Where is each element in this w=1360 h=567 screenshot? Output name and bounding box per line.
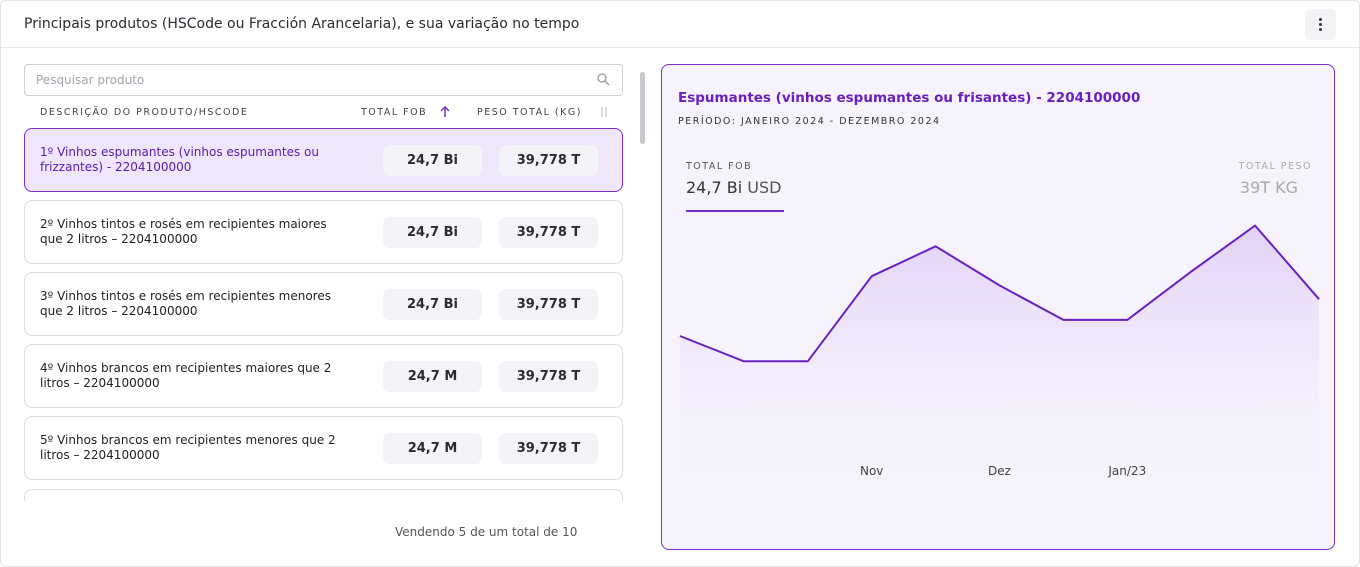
- weight-pill: 39,778 T: [499, 217, 598, 248]
- x-tick-label: Nov: [860, 464, 883, 478]
- line-chart: Nov Dez Jan/23: [679, 224, 1320, 495]
- menu-button[interactable]: [1305, 9, 1336, 40]
- list-fade: [1, 501, 641, 566]
- row-label: 5º Vinhos brancos em recipientes menores…: [40, 433, 336, 462]
- row-label: 2º Vinhos tintos e rosés em recipientes …: [40, 217, 327, 246]
- row-label: 1º Vinhos espumantes (vinhos espumantes …: [40, 145, 320, 174]
- fob-pill: 24,7 Bi: [383, 217, 482, 248]
- row-label: 3º Vinhos tintos e rosés em recipientes …: [40, 289, 331, 318]
- weight-pill: 39,778 T: [499, 145, 598, 176]
- scrollbar[interactable]: [640, 72, 645, 144]
- search-placeholder: Pesquisar produto: [36, 73, 145, 87]
- x-tick-label: Dez: [988, 464, 1011, 478]
- weight-pill: 39,778 T: [499, 289, 598, 320]
- peso-label[interactable]: TOTAL PESO: [1238, 161, 1312, 172]
- detail-period: PERÍODO: JANEIRO 2024 - DEZEMBRO 2024: [678, 116, 941, 127]
- list-row[interactable]: 2º Vinhos tintos e rosés em recipientes …: [24, 200, 623, 264]
- list-row[interactable]: 3º Vinhos tintos e rosés em recipientes …: [24, 272, 623, 336]
- search-icon: [597, 73, 610, 86]
- tab-underline: [686, 210, 784, 212]
- fob-number: 24,7 Bi: [686, 178, 743, 197]
- column-header[interactable]: TOTAL FOB: [361, 107, 428, 118]
- sort-icon: [440, 105, 450, 117]
- fob-pill: 24,7 M: [383, 361, 482, 392]
- weight-pill: 39,778 T: [499, 361, 598, 392]
- fob-pill: 24,7 M: [383, 433, 482, 464]
- list-row[interactable]: 5º Vinhos brancos em recipientes menores…: [24, 416, 623, 480]
- fob-unit: USD: [747, 178, 782, 197]
- row-label: 4º Vinhos brancos em recipientes maiores…: [40, 361, 332, 390]
- weight-pill: 39,778 T: [499, 433, 598, 464]
- fob-value: 24,7 Bi USD: [686, 178, 781, 197]
- fob-pill: 24,7 Bi: [383, 289, 482, 320]
- list-row[interactable]: 1º Vinhos espumantes (vinhos espumantes …: [24, 128, 623, 192]
- column-header[interactable]: PESO TOTAL (KG): [477, 107, 582, 118]
- fob-pill: 24,7 Bi: [383, 145, 482, 176]
- sort-icon: [601, 107, 607, 117]
- x-tick-label: Jan/23: [1107, 464, 1146, 478]
- detail-panel: Espumantes (vinhos espumantes ou frisant…: [661, 64, 1335, 550]
- widget-title: Principais produtos (HSCode ou Fracción …: [24, 16, 580, 32]
- column-header: DESCRIÇÃO DO PRODUTO/HSCODE: [40, 107, 249, 118]
- list-row[interactable]: 4º Vinhos brancos em recipientes maiores…: [24, 344, 623, 408]
- search-input[interactable]: Pesquisar produto: [24, 64, 623, 96]
- peso-value: 39T KG: [1239, 178, 1298, 197]
- detail-title: Espumantes (vinhos espumantes ou frisant…: [678, 90, 1141, 106]
- divider: [1, 47, 1359, 48]
- pagination-text: Vendendo 5 de um total de 10: [395, 525, 578, 539]
- line: [679, 224, 1320, 363]
- fob-label: TOTAL FOB: [686, 161, 753, 172]
- line-area: [680, 225, 1319, 495]
